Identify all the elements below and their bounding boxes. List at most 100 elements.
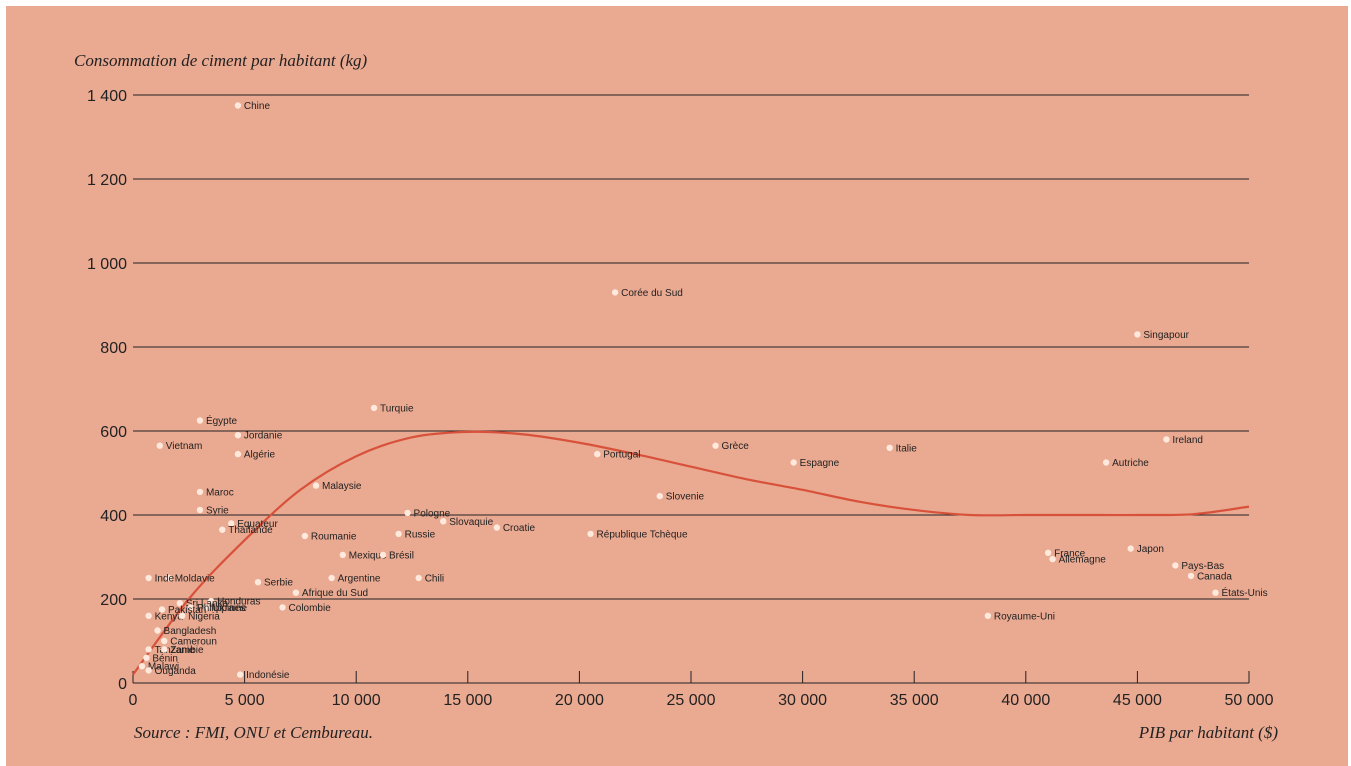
point-label: Sri Lanka	[186, 599, 229, 610]
data-point	[145, 646, 152, 653]
data-point	[712, 442, 719, 449]
data-point	[145, 667, 152, 674]
point-label: Afrique du Sud	[302, 588, 368, 599]
point-label: Slovaquie	[449, 517, 493, 528]
point-label: Cameroun	[170, 637, 217, 648]
point-label: Espagne	[800, 458, 840, 469]
y-tick-label: 1 000	[87, 256, 127, 273]
point-label: Thaïlande	[228, 525, 273, 536]
x-tick-label: 0	[129, 692, 138, 709]
data-point	[790, 459, 797, 466]
point-label: Ouganda	[155, 666, 197, 677]
point-label: Mexique	[349, 550, 387, 561]
x-tick-label: 30 000	[778, 692, 827, 709]
x-tick-label: 45 000	[1113, 692, 1162, 709]
data-point	[196, 417, 204, 424]
x-tick-label: 10 000	[332, 692, 381, 709]
data-point	[161, 646, 168, 653]
data-point	[158, 606, 166, 613]
point-label: Corée du Sud	[621, 288, 683, 299]
data-point	[234, 432, 242, 439]
point-label: Pologne	[414, 508, 451, 519]
point-label: Malaysie	[322, 481, 362, 492]
data-point	[404, 509, 411, 517]
data-point	[1127, 545, 1134, 552]
y-tick-label: 600	[100, 424, 127, 441]
data-point	[156, 442, 163, 449]
data-point	[145, 574, 152, 582]
point-label: Tanzanie	[155, 645, 195, 656]
point-label: France	[1054, 548, 1086, 559]
data-point	[165, 574, 172, 582]
x-axis-label: PIB par habitant ($)	[1138, 723, 1279, 742]
point-label: Nigeria	[188, 611, 220, 622]
point-label: Moldavie	[175, 574, 215, 585]
x-tick-label: 35 000	[890, 692, 939, 709]
point-label: Roumanie	[311, 532, 357, 543]
data-point	[203, 604, 210, 611]
point-label: Kenya	[155, 611, 184, 622]
data-point	[207, 597, 215, 605]
data-point	[1172, 562, 1179, 569]
data-point	[176, 600, 184, 607]
data-point	[395, 530, 402, 538]
data-point	[328, 574, 335, 582]
point-label: Allemagne	[1059, 555, 1107, 566]
point-label: Slovenie	[666, 492, 705, 503]
data-point	[145, 612, 152, 619]
point-label: Malawi	[148, 662, 179, 673]
point-label: Canada	[1197, 571, 1232, 582]
data-point	[187, 604, 195, 611]
point-label: Russie	[405, 529, 436, 540]
y-tick-label: 200	[100, 592, 127, 609]
x-axis-ticks: 0 5 000 10 000 15 000 20 000 25 000 30 000 35 0…	[129, 671, 1274, 709]
point-label: Indonésie	[246, 670, 290, 681]
chart-title: Consommation de ciment par habitant (kg)	[74, 51, 368, 70]
data-point	[154, 627, 161, 634]
point-label: Singapour	[1143, 330, 1189, 341]
x-tick-label: 25 000	[667, 692, 716, 709]
data-point	[594, 450, 601, 458]
x-tick-label: 20 000	[555, 692, 604, 709]
data-point	[493, 524, 501, 531]
point-label: Vietnam	[166, 441, 203, 452]
point-label: Jordanie	[244, 431, 283, 442]
data-point	[984, 612, 992, 619]
point-label: Portugal	[603, 450, 640, 461]
y-axis-ticks: 0 200 400 600 800 1 000 1 200 1 400	[87, 88, 127, 693]
point-label: Honduras	[217, 597, 260, 608]
point-label: République Tchèque	[597, 529, 688, 540]
point-label: Égypte	[206, 414, 238, 427]
x-tick-label: 50 000	[1225, 692, 1274, 709]
scatter-chart: Consommation de ciment par habitant (kg)…	[74, 51, 1279, 742]
data-point	[219, 526, 226, 533]
x-tick-label: 5 000	[225, 692, 265, 709]
data-point	[292, 589, 300, 596]
point-label: Algérie	[244, 450, 276, 461]
point-label: Zambie	[170, 645, 204, 656]
point-label: États-Unis	[1222, 586, 1268, 599]
data-point	[143, 654, 150, 661]
data-point	[301, 532, 309, 540]
point-label: Bangladesh	[164, 626, 217, 637]
y-tick-label: 1 400	[87, 88, 127, 105]
point-label: Croatie	[503, 523, 536, 534]
data-point	[196, 488, 204, 496]
x-tick-label: 15 000	[443, 692, 492, 709]
point-label: Turquie	[380, 403, 414, 414]
point-label: Ireland	[1172, 435, 1203, 446]
data-point	[312, 482, 320, 489]
point-label: Bénin	[152, 653, 178, 664]
point-label: Italie	[896, 443, 918, 454]
data-point	[1049, 555, 1056, 563]
data-point	[339, 551, 347, 559]
data-point	[415, 574, 422, 582]
data-point	[1163, 436, 1170, 443]
point-label: Chili	[425, 574, 444, 585]
gridlines	[133, 94, 1249, 684]
data-point	[228, 520, 235, 527]
point-label: Grèce	[722, 441, 750, 452]
point-label: Colombie	[289, 603, 332, 614]
x-tick-label: 40 000	[1001, 692, 1050, 709]
data-point	[178, 612, 186, 619]
